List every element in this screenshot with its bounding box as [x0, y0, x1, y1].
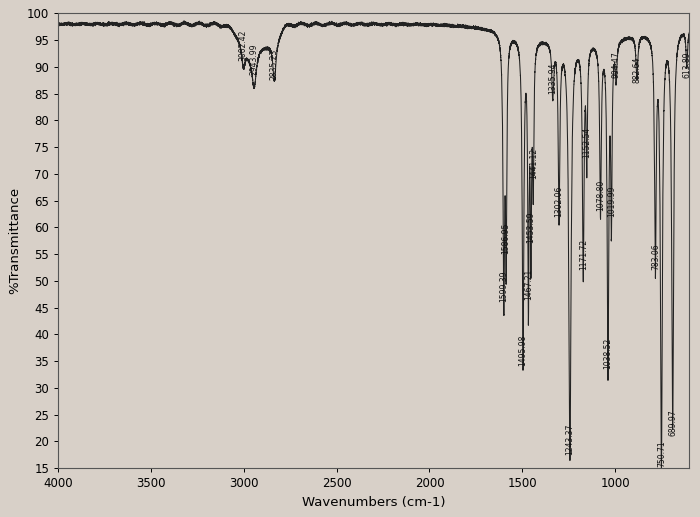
Text: 1453.59: 1453.59: [526, 212, 536, 244]
Text: 1599.39: 1599.39: [499, 271, 508, 302]
Text: 1441.12: 1441.12: [528, 148, 538, 179]
X-axis label: Wavenumbers (cm-1): Wavenumbers (cm-1): [302, 496, 445, 509]
Text: 1467.21: 1467.21: [524, 268, 533, 299]
Text: 3002.42: 3002.42: [239, 30, 248, 62]
Text: 1335.94: 1335.94: [548, 62, 557, 94]
Text: 1171.72: 1171.72: [579, 239, 588, 270]
Text: 1019.99: 1019.99: [607, 185, 616, 217]
Text: 1243.37: 1243.37: [566, 423, 575, 455]
Text: 783.06: 783.06: [651, 244, 660, 270]
Y-axis label: %Transmittance: %Transmittance: [8, 187, 21, 294]
Text: 2835.23: 2835.23: [270, 49, 279, 80]
Text: 1495.98: 1495.98: [519, 335, 528, 367]
Text: 2943.99: 2943.99: [250, 43, 259, 75]
Text: 1078.80: 1078.80: [596, 180, 605, 211]
Text: 1038.52: 1038.52: [603, 338, 612, 369]
Text: 1586.95: 1586.95: [502, 223, 511, 254]
Text: 1152.54: 1152.54: [582, 127, 592, 158]
Text: 613.89: 613.89: [682, 51, 692, 78]
Text: 689.97: 689.97: [668, 409, 677, 436]
Text: 994.47: 994.47: [612, 51, 621, 78]
Text: 882.64: 882.64: [632, 56, 641, 83]
Text: 750.71: 750.71: [657, 440, 666, 467]
Text: 1302.06: 1302.06: [554, 185, 564, 217]
